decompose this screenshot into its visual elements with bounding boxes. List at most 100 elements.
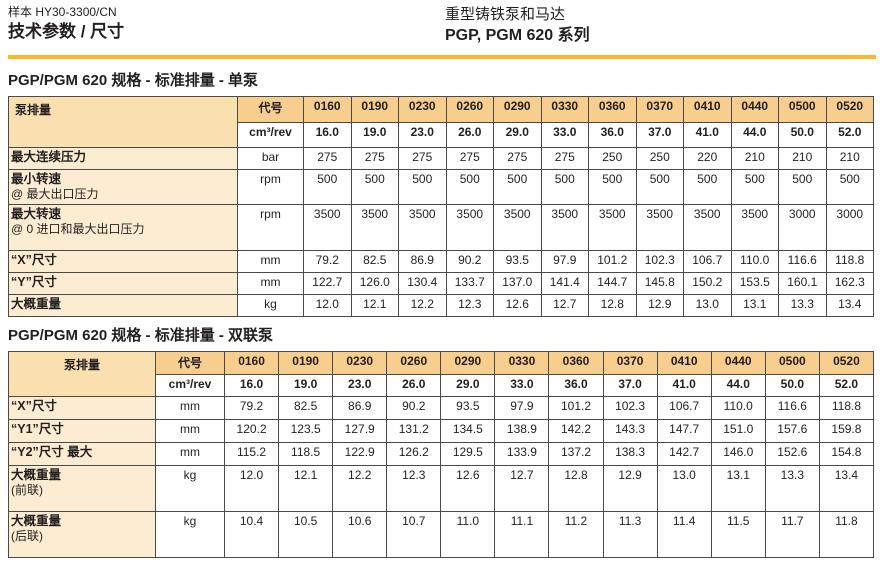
code-cell: 0520 xyxy=(825,96,874,123)
series-name: PGP, PGM 620 系列 xyxy=(445,27,590,44)
unit-cell: kg xyxy=(237,294,304,317)
value-cell: 275 xyxy=(445,147,494,170)
value-cell: 500 xyxy=(825,169,874,205)
value-cell: 12.8 xyxy=(548,465,604,512)
table-row: 大概重量 (前联) kg 12.0 12.1 12.2 12.3 12.6 12.7 12.8 12… xyxy=(8,465,875,512)
value-cell: 250 xyxy=(635,147,684,170)
code-cell: 0230 xyxy=(398,96,447,123)
gold-divider xyxy=(8,55,876,59)
value-cell: 13.3 xyxy=(764,465,820,512)
value-cell: 93.5 xyxy=(440,396,496,420)
code-cell: 0190 xyxy=(278,351,334,375)
value-cell: 138.3 xyxy=(602,442,658,466)
value-cell: 138.9 xyxy=(494,419,550,443)
value-cell: 3500 xyxy=(683,204,732,251)
value-cell: 500 xyxy=(398,169,447,205)
table-row: “X”尺寸 mm 79.2 82.5 86.9 90.2 93.5 97.9 101.2 102.… xyxy=(8,396,875,420)
code-cell: 0440 xyxy=(710,351,766,375)
value-cell: 275 xyxy=(398,147,447,170)
value-cell: 210 xyxy=(825,147,874,170)
table-row: 大概重量 (后联) kg 10.4 10.5 10.6 10.7 11.0 11.1 11.2 11… xyxy=(8,511,875,558)
code-cell: 0260 xyxy=(386,351,442,375)
value-cell: 3500 xyxy=(398,204,447,251)
value-cell: 118.8 xyxy=(825,250,874,273)
value-cell: 82.5 xyxy=(350,250,399,273)
value-cell: 154.8 xyxy=(818,442,875,466)
row-label-cell: 最小转速 @ 最大出口压力 xyxy=(8,169,238,205)
value-cell: 110.0 xyxy=(730,250,779,273)
value-cell: 122.7 xyxy=(303,272,352,295)
code-cell: 0160 xyxy=(303,96,352,123)
displacement-cell: 41.0 xyxy=(683,122,732,148)
value-cell: 79.2 xyxy=(303,250,352,273)
value-cell: 79.2 xyxy=(223,396,280,420)
value-cell: 11.2 xyxy=(548,511,604,558)
row-label: 大概重量 xyxy=(11,468,62,482)
header-left: 样本 HY30-3300/CN 技术参数 / 尺寸 xyxy=(8,5,876,42)
value-cell: 11.7 xyxy=(764,511,820,558)
value-cell: 102.3 xyxy=(635,250,684,273)
value-cell: 10.5 xyxy=(278,511,334,558)
value-cell: 3500 xyxy=(493,204,542,251)
row-label-cell: “X”尺寸 xyxy=(8,250,238,273)
value-cell: 157.6 xyxy=(764,419,820,443)
value-cell: 12.3 xyxy=(386,465,442,512)
value-cell: 116.6 xyxy=(778,250,827,273)
value-cell: 143.3 xyxy=(602,419,658,443)
unit-cell: mm xyxy=(155,442,225,466)
value-cell: 500 xyxy=(588,169,637,205)
value-cell: 97.9 xyxy=(494,396,550,420)
value-cell: 10.4 xyxy=(223,511,280,558)
row-label: 大概重量 xyxy=(11,514,62,528)
displacement-cell: 36.0 xyxy=(588,122,637,148)
value-cell: 210 xyxy=(730,147,779,170)
row-label-cell: 最大连续压力 xyxy=(8,147,238,170)
displacement-cell: 19.0 xyxy=(278,374,334,397)
header-right: 重型铸铁泵和马达 PGP, PGM 620 系列 xyxy=(445,5,590,46)
value-cell: 3500 xyxy=(730,204,779,251)
page-title: 技术参数 / 尺寸 xyxy=(8,22,125,41)
unit-cell: mm xyxy=(155,419,225,443)
displacement-cell: 52.0 xyxy=(818,374,875,397)
value-cell: 13.1 xyxy=(730,294,779,317)
value-cell: 146.0 xyxy=(710,442,766,466)
code-header-cell: 代号 xyxy=(237,96,304,123)
value-cell: 116.6 xyxy=(764,396,820,420)
value-cell: 159.8 xyxy=(818,419,875,443)
value-cell: 145.8 xyxy=(635,272,684,295)
value-cell: 126.0 xyxy=(350,272,399,295)
row-sublabel: (前联) xyxy=(11,483,43,497)
value-cell: 220 xyxy=(683,147,732,170)
table-row: 最大连续压力 bar 275 275 275 275 275 275 250 250 220 210 2… xyxy=(8,147,874,170)
code-cell: 0290 xyxy=(440,351,496,375)
value-cell: 275 xyxy=(540,147,589,170)
code-cell: 0440 xyxy=(730,96,779,123)
value-cell: 106.7 xyxy=(656,396,712,420)
displacement-cell: 26.0 xyxy=(445,122,494,148)
code-cell: 0190 xyxy=(350,96,399,123)
value-cell: 3500 xyxy=(540,204,589,251)
value-cell: 3500 xyxy=(350,204,399,251)
displacement-cell: 44.0 xyxy=(710,374,766,397)
unit-cell: bar xyxy=(237,147,304,170)
value-cell: 12.9 xyxy=(602,465,658,512)
value-cell: 500 xyxy=(778,169,827,205)
value-cell: 141.4 xyxy=(540,272,589,295)
value-cell: 13.0 xyxy=(656,465,712,512)
unit-cell: mm xyxy=(237,250,304,273)
code-cell: 0500 xyxy=(764,351,820,375)
row-label: 大概重量 xyxy=(11,297,62,311)
value-cell: 12.2 xyxy=(332,465,388,512)
table-row: 最小转速 @ 最大出口压力 rpm 500 500 500 500 500 500 500 500 5… xyxy=(8,169,874,205)
value-cell: 275 xyxy=(303,147,352,170)
value-cell: 152.6 xyxy=(764,442,820,466)
row-label-cell: “Y1”尺寸 xyxy=(8,419,156,443)
page-header: 样本 HY30-3300/CN 技术参数 / 尺寸 重型铸铁泵和马达 PGP, … xyxy=(8,5,876,51)
value-cell: 13.0 xyxy=(683,294,732,317)
value-cell: 3500 xyxy=(635,204,684,251)
document-reference: 样本 HY30-3300/CN xyxy=(8,5,117,19)
displacement-cell: 44.0 xyxy=(730,122,779,148)
value-cell: 12.7 xyxy=(540,294,589,317)
code-cell: 0370 xyxy=(635,96,684,123)
